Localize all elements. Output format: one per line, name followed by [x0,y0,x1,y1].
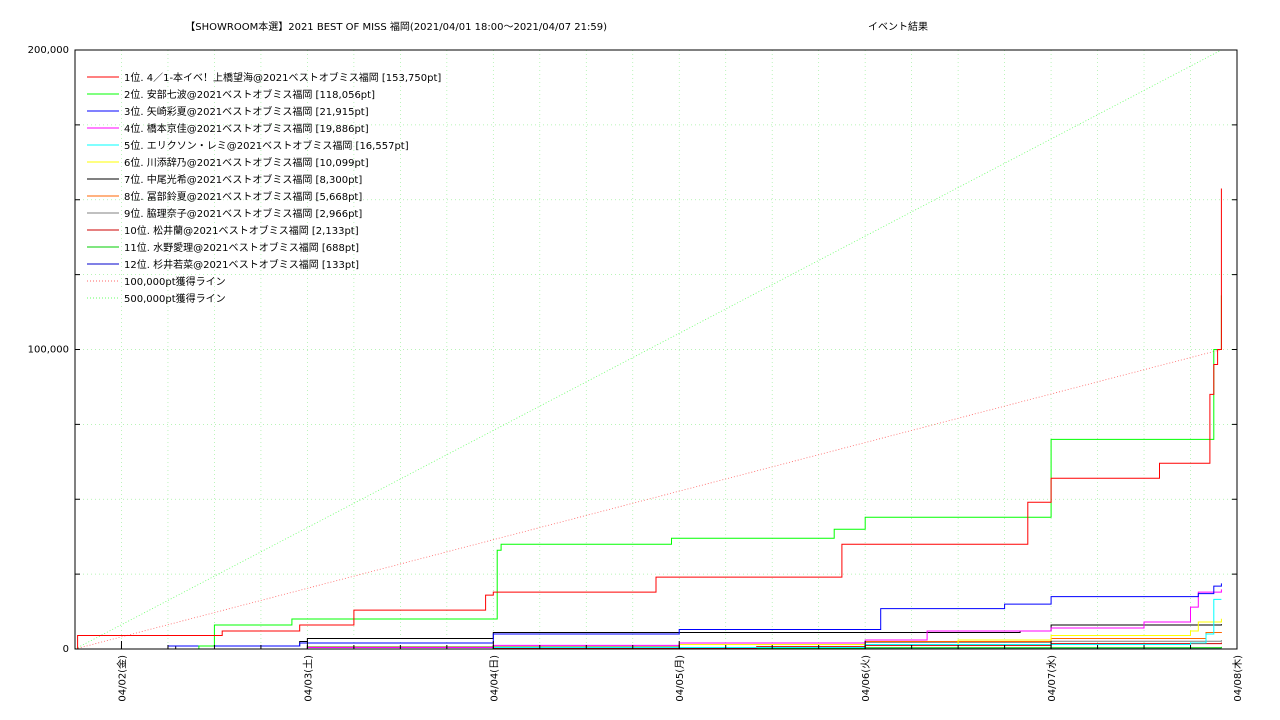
legend-label: 4位. 橋本京佳@2021ベストオブミス福岡 [19,886pt] [124,122,369,135]
reference-line [74,349,1222,650]
x-tick-label: 04/07(水) [1046,655,1058,702]
legend-label: 11位. 水野愛理@2021ベストオブミス福岡 [688pt] [124,241,359,254]
legend-label: 2位. 安部七波@2021ベストオブミス福岡 [118,056pt] [124,88,375,101]
legend-item: 8位. 冨部鈴夏@2021ベストオブミス福岡 [5,668pt] [87,190,362,203]
x-tick-label: 04/03(土) [301,655,314,702]
legend-item: 9位. 脇理奈子@2021ベストオブミス福岡 [2,966pt] [87,207,362,220]
legend-label: 7位. 中尾光希@2021ベストオブミス福岡 [8,300pt] [124,173,362,186]
chart-title: 【SHOWROOM本選】2021 BEST OF MISS 福岡(2021/04… [185,20,607,33]
legend-item: 10位. 松井蘭@2021ベストオブミス福岡 [2,133pt] [87,224,359,237]
series-line [75,295,1222,650]
legend-item: 7位. 中尾光希@2021ベストオブミス福岡 [8,300pt] [87,173,362,186]
series-lines [75,188,1222,650]
legend-item: 1位. 4／1-本イベ！上橋望海@2021ベストオブミス福岡 [153,750p… [87,71,441,84]
x-tick-label: 04/06(火) [860,655,872,702]
x-tick-label: 04/02(金) [115,655,128,702]
legend: 1位. 4／1-本イベ！上橋望海@2021ベストオブミス福岡 [153,750p… [87,71,441,305]
legend-label: 3位. 矢崎彩夏@2021ベストオブミス福岡 [21,915pt] [124,105,369,118]
legend-item: 2位. 安部七波@2021ベストオブミス福岡 [118,056pt] [87,88,375,101]
y-tick-label: 200,000 [28,45,69,56]
reference-line [74,49,1222,650]
legend-label: 10位. 松井蘭@2021ベストオブミス福岡 [2,133pt] [124,224,359,237]
legend-label: 5位. エリクソン・レミ@2021ベストオブミス福岡 [16,557pt] [124,139,409,152]
legend-label: 500,000pt獲得ライン [124,292,226,305]
legend-item: 5位. エリクソン・レミ@2021ベストオブミス福岡 [16,557pt] [87,139,409,152]
legend-item: 11位. 水野愛理@2021ベストオブミス福岡 [688pt] [87,241,359,254]
legend-item: 100,000pt獲得ライン [87,275,226,288]
y-tick-label: 100,000 [28,345,69,356]
legend-label: 6位. 川添辞乃@2021ベストオブミス福岡 [10,099pt] [124,156,369,169]
x-tick-label: 04/04(日) [489,655,500,702]
legend-item: 12位. 杉井若菜@2021ベストオブミス福岡 [133pt] [87,258,359,271]
legend-item: 4位. 橋本京佳@2021ベストオブミス福岡 [19,886pt] [87,122,369,135]
y-tick-label: 0 [63,644,69,655]
series-line [75,583,1222,650]
grid [75,50,1237,649]
legend-item: 500,000pt獲得ライン [87,292,226,305]
x-tick-label: 04/08(木) [1232,655,1244,702]
legend-label: 100,000pt獲得ライン [124,275,226,288]
series-line [75,188,1222,650]
chart-subtitle: イベント結果 [868,20,928,33]
legend-item: 6位. 川添辞乃@2021ベストオブミス福岡 [10,099pt] [87,156,369,169]
legend-item: 3位. 矢崎彩夏@2021ベストオブミス福岡 [21,915pt] [87,105,369,118]
legend-label: 12位. 杉井若菜@2021ベストオブミス福岡 [133pt] [124,258,359,271]
reference-lines [74,49,1222,650]
axis-ticks: 0 100,000 200,000 04/02(金) 04/03(土) 04/04(日) 0… [28,45,1244,702]
legend-label: 8位. 冨部鈴夏@2021ベストオブミス福岡 [5,668pt] [124,190,362,203]
legend-label: 9位. 脇理奈子@2021ベストオブミス福岡 [2,966pt] [124,207,362,220]
x-tick-label: 04/05(月) [674,655,686,702]
legend-label: 1位. 4／1-本イベ！上橋望海@2021ベストオブミス福岡 [153,750p… [124,71,441,84]
